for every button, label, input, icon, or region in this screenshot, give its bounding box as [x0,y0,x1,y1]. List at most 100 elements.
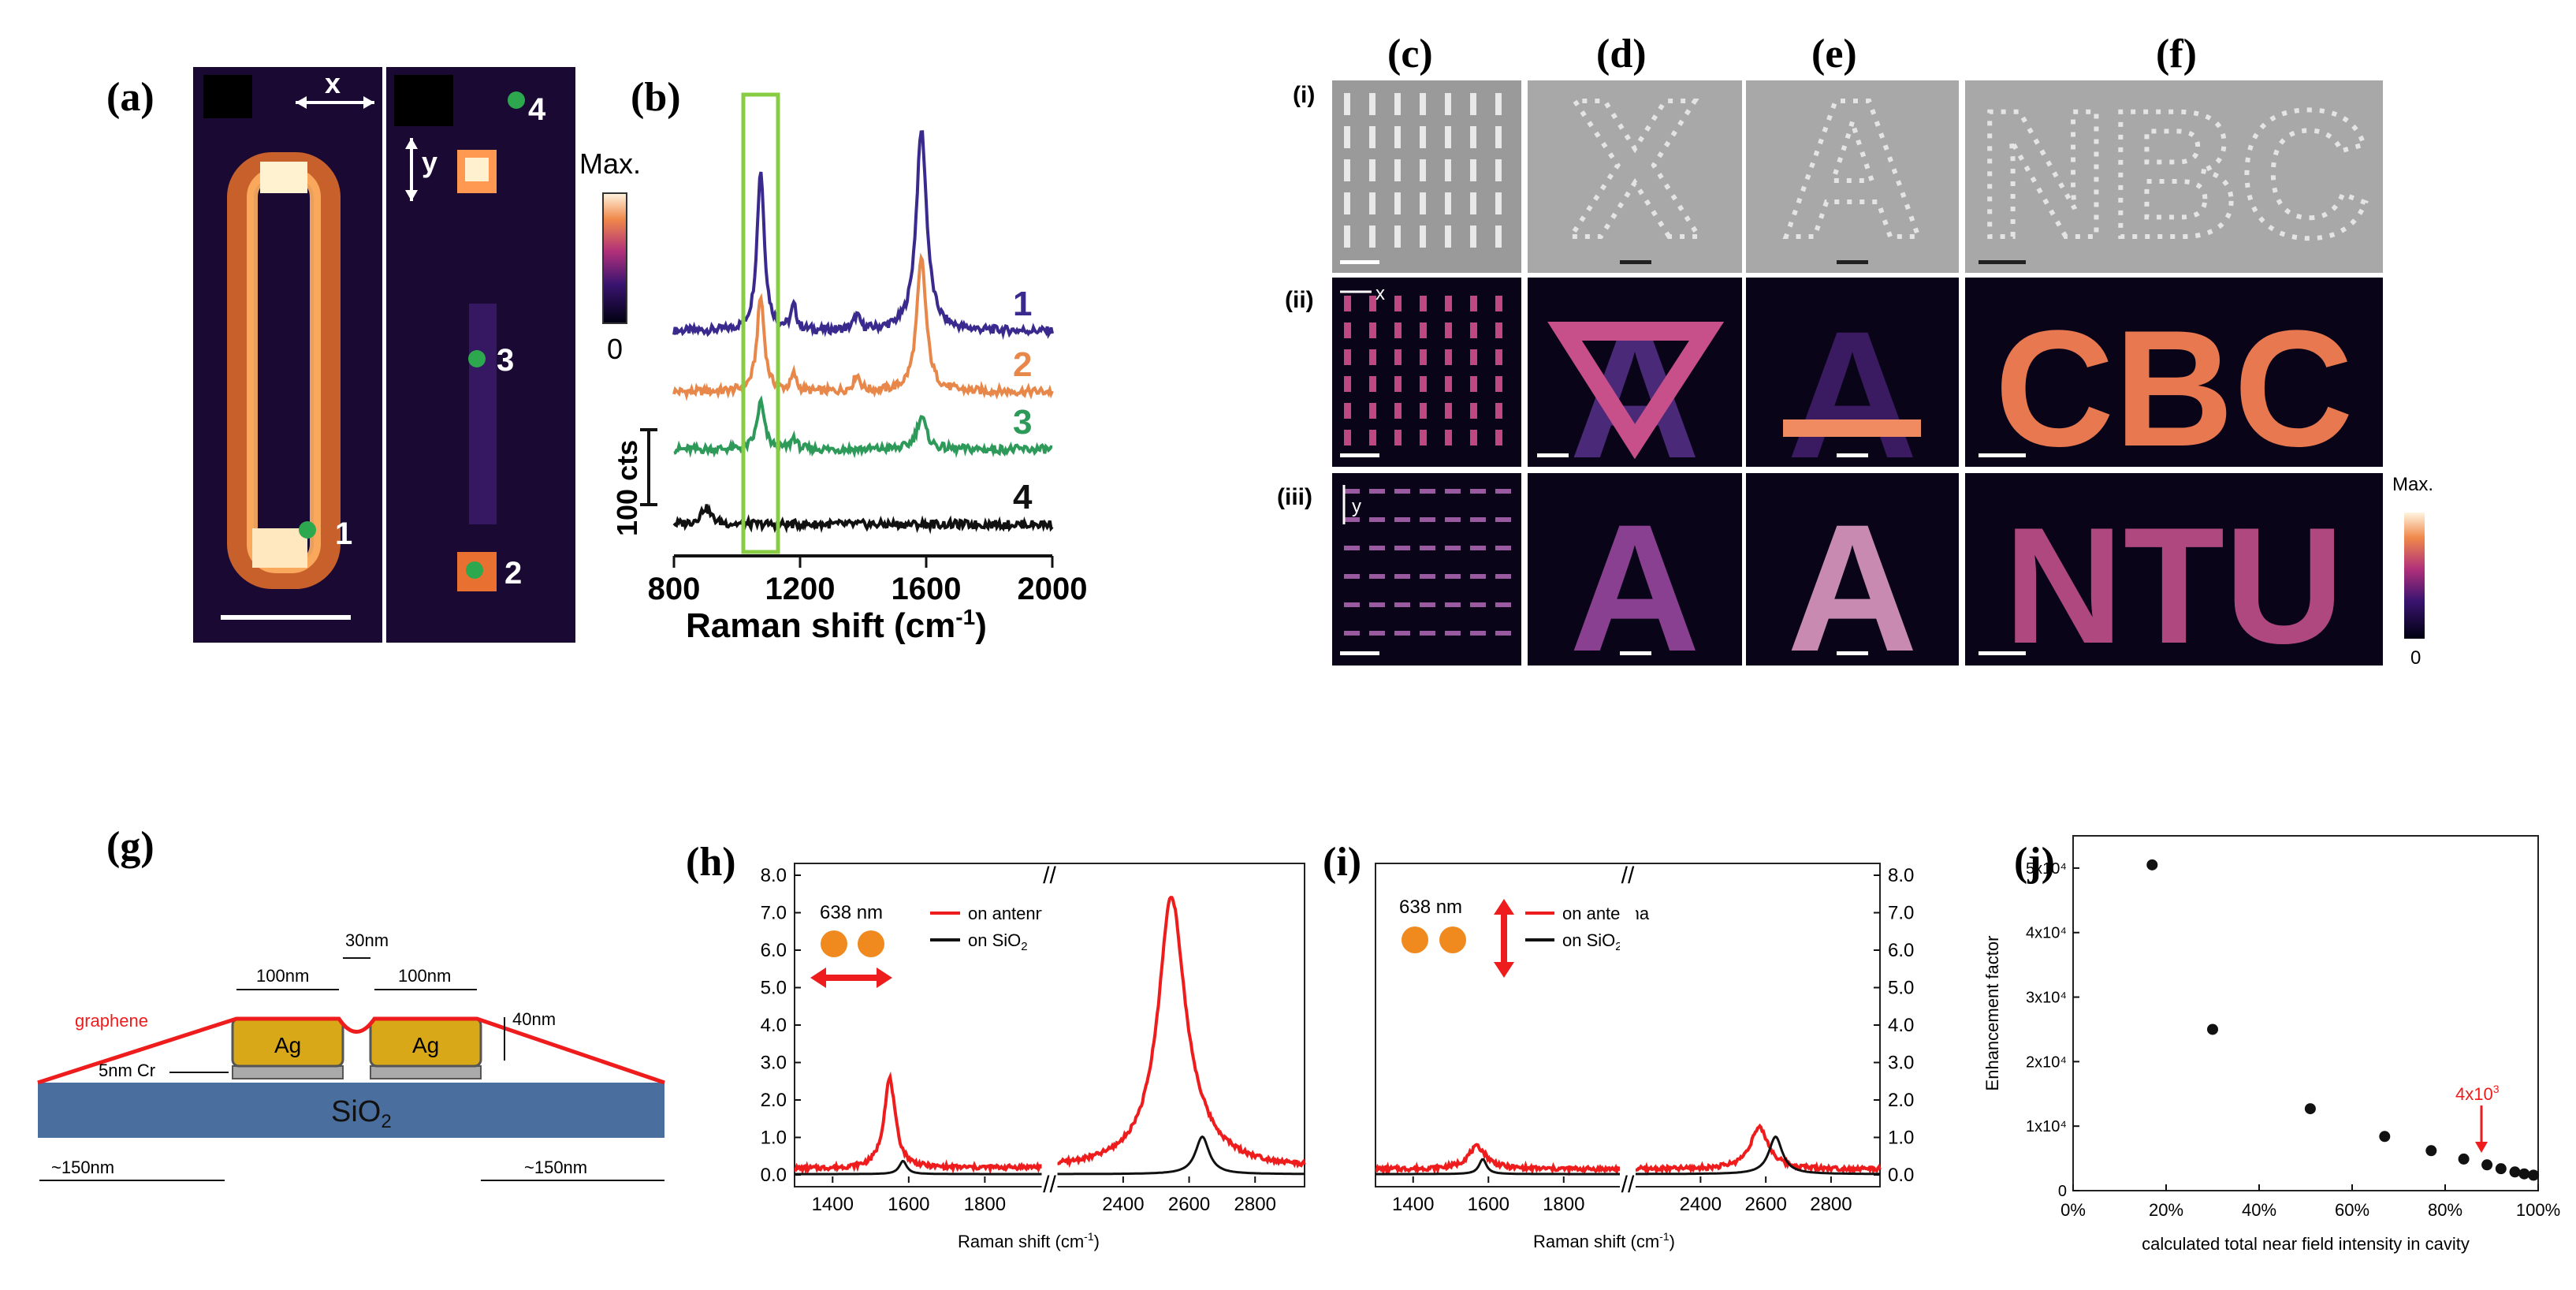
map-c-ii-scalebar [1340,453,1379,457]
map-c-ii-rod [1470,430,1477,446]
chart-j-point [2481,1159,2493,1171]
map-c-iii-rod [1420,546,1435,550]
map-c-ii-rod [1495,376,1502,392]
panel-cf: (c) (d) (e) (f) (i) (ii) (iii) X A NBC A… [1277,32,2433,689]
chart-h-xtick-label-2800: 2800 [1234,1194,1276,1215]
sem-c-rod [1369,159,1375,181]
chart-i-ytick-label-4.0: 4.0 [1888,1015,1914,1036]
chart-i-ytick-label-3.0: 3.0 [1888,1053,1914,1074]
map-f-ii [1965,278,2383,467]
row-ii-label: (ii) [1285,287,1314,313]
dim-100a-label: 100nm [256,966,309,986]
chart-j-ytick-label-3: 3x10⁴ [2026,990,2067,1007]
sem-c-rod [1470,226,1476,248]
map-c-ii-rod [1369,430,1376,446]
chart-h-xtick-label-2400: 2400 [1102,1194,1144,1215]
graphene-sheet [37,1016,665,1085]
chart-i-ytick-label-8.0: 8.0 [1888,865,1914,886]
panel-c-label: (c) [1387,32,1433,76]
sem-e-scalebar [1837,260,1868,264]
map-c-iii-rod [1495,631,1511,636]
sem-c-rod [1344,126,1350,148]
grid-x-label: x [1375,283,1385,304]
point-4-label: 4 [528,92,546,127]
map-c-ii-rod [1344,322,1351,338]
map-c-ii-rod [1394,349,1402,365]
sem-f [1965,80,2383,273]
map-c-ii-rod [1394,403,1402,419]
map-c-iii-rod [1344,517,1360,522]
map-c-ii-rod [1495,296,1502,311]
sem-e [1746,80,1959,273]
chart-j-xtick-label-3: 60% [2335,1200,2369,1220]
chart-i-series-antenna-seg0 [1375,1143,1622,1176]
map-f-iii [1965,473,2383,666]
map-c-ii-rod [1420,349,1427,365]
cr-layer-left [232,1065,344,1079]
chart-j-xtick-label-5: 100% [2516,1200,2560,1220]
map-c-ii-rod-array [1344,296,1502,446]
row-i-label: (i) [1293,82,1315,108]
map-f-iii-scalebar [1979,651,2026,655]
point-3-label: 3 [497,343,514,378]
chart-i-xtick-label-1800: 1800 [1543,1194,1584,1215]
sem-f-letters: NBC [1978,73,2370,275]
chart-h-particle-1 [821,930,847,957]
map-c-iii-rod [1369,517,1385,522]
sem-c-rod [1369,192,1375,214]
chart-b-xlabel: Raman shift (cm-1) [686,605,987,645]
chart-i-series-sio2-seg0 [1375,1158,1621,1176]
chart-h-ytick-label-6.0: 6.0 [761,940,787,961]
sem-c-rod [1344,159,1350,181]
sem-c-rod [1394,93,1401,115]
chart-h-ytick-label-7.0: 7.0 [761,903,787,924]
map-c-iii-rod [1470,631,1486,636]
panel-d-label: (d) [1596,32,1647,76]
chart-h-axis-break-gap [1041,869,1058,1192]
map-e-iii-scalebar [1837,651,1868,655]
chart-b-xtick-label-800: 800 [648,572,701,606]
map-c-ii-rod [1369,376,1376,392]
map-c-iii-rod [1445,631,1461,636]
chart-i-xtick-label-2800: 2800 [1810,1194,1852,1215]
map-c-iii-rod [1470,517,1486,522]
chart-j-frame [2072,835,2539,1191]
map-c-ii-rod [1470,322,1477,338]
panel-a: (a) 1 4 3 2 x y [106,67,575,643]
dim-30-label: 30nm [345,930,389,950]
map-c-iii-rod [1344,602,1360,607]
map-c-iii-rod [1495,489,1511,494]
map-c-iii-rod [1420,631,1435,636]
chart-h-xlabel: Raman shift (cm-1) [958,1230,1100,1251]
chart-i-polarization-heads [1494,899,1514,978]
sem-f-scalebar [1979,260,2026,264]
dim-40-label: 40nm [512,1009,556,1029]
map-d-iii-scalebar [1620,651,1651,655]
chart-h-axis-break-top: // [1043,863,1056,889]
map-c-ii-rod [1445,403,1452,419]
sem-c-rod [1495,226,1502,248]
sem-c-rod [1394,159,1401,181]
chart-i-axis-break-bottom: // [1621,1172,1635,1198]
chart-j-ytick-label-5: 5x10⁴ [2026,860,2067,878]
mask-block-right [394,75,453,126]
point-2-marker [466,561,483,579]
map-c-ii-rod [1470,376,1477,392]
chart-b-series-1 [672,130,1054,341]
panel-j: (j) 4x103 0% 20% 40% 60% 80% 100% 0 1x10⁴ 2x10⁴ 3… [1982,835,2560,1254]
chart-h-ytick-label-4.0: 4.0 [761,1015,787,1036]
chart-i-series-antenna-seg1 [1634,1123,1882,1176]
chart-j-xtick-label-1: 20% [2149,1200,2183,1220]
map-c-ii-rod [1445,430,1452,446]
chart-i-axis-break-gap [1620,869,1636,1192]
chart-i-axis-break-top: // [1621,863,1635,889]
map-c-iii-rod [1344,489,1360,494]
chart-h-legend-red: on antenna [968,904,1055,923]
chart-j-point [2495,1163,2507,1175]
panel-j-label: (j) [2014,840,2055,885]
map-e-iii [1746,473,1959,666]
map-c-iii-rod [1470,602,1486,607]
map-c-iii-rod [1344,631,1360,636]
map-c-iii-rod [1495,517,1511,522]
map-e-ii-letter: A [1787,293,1918,496]
